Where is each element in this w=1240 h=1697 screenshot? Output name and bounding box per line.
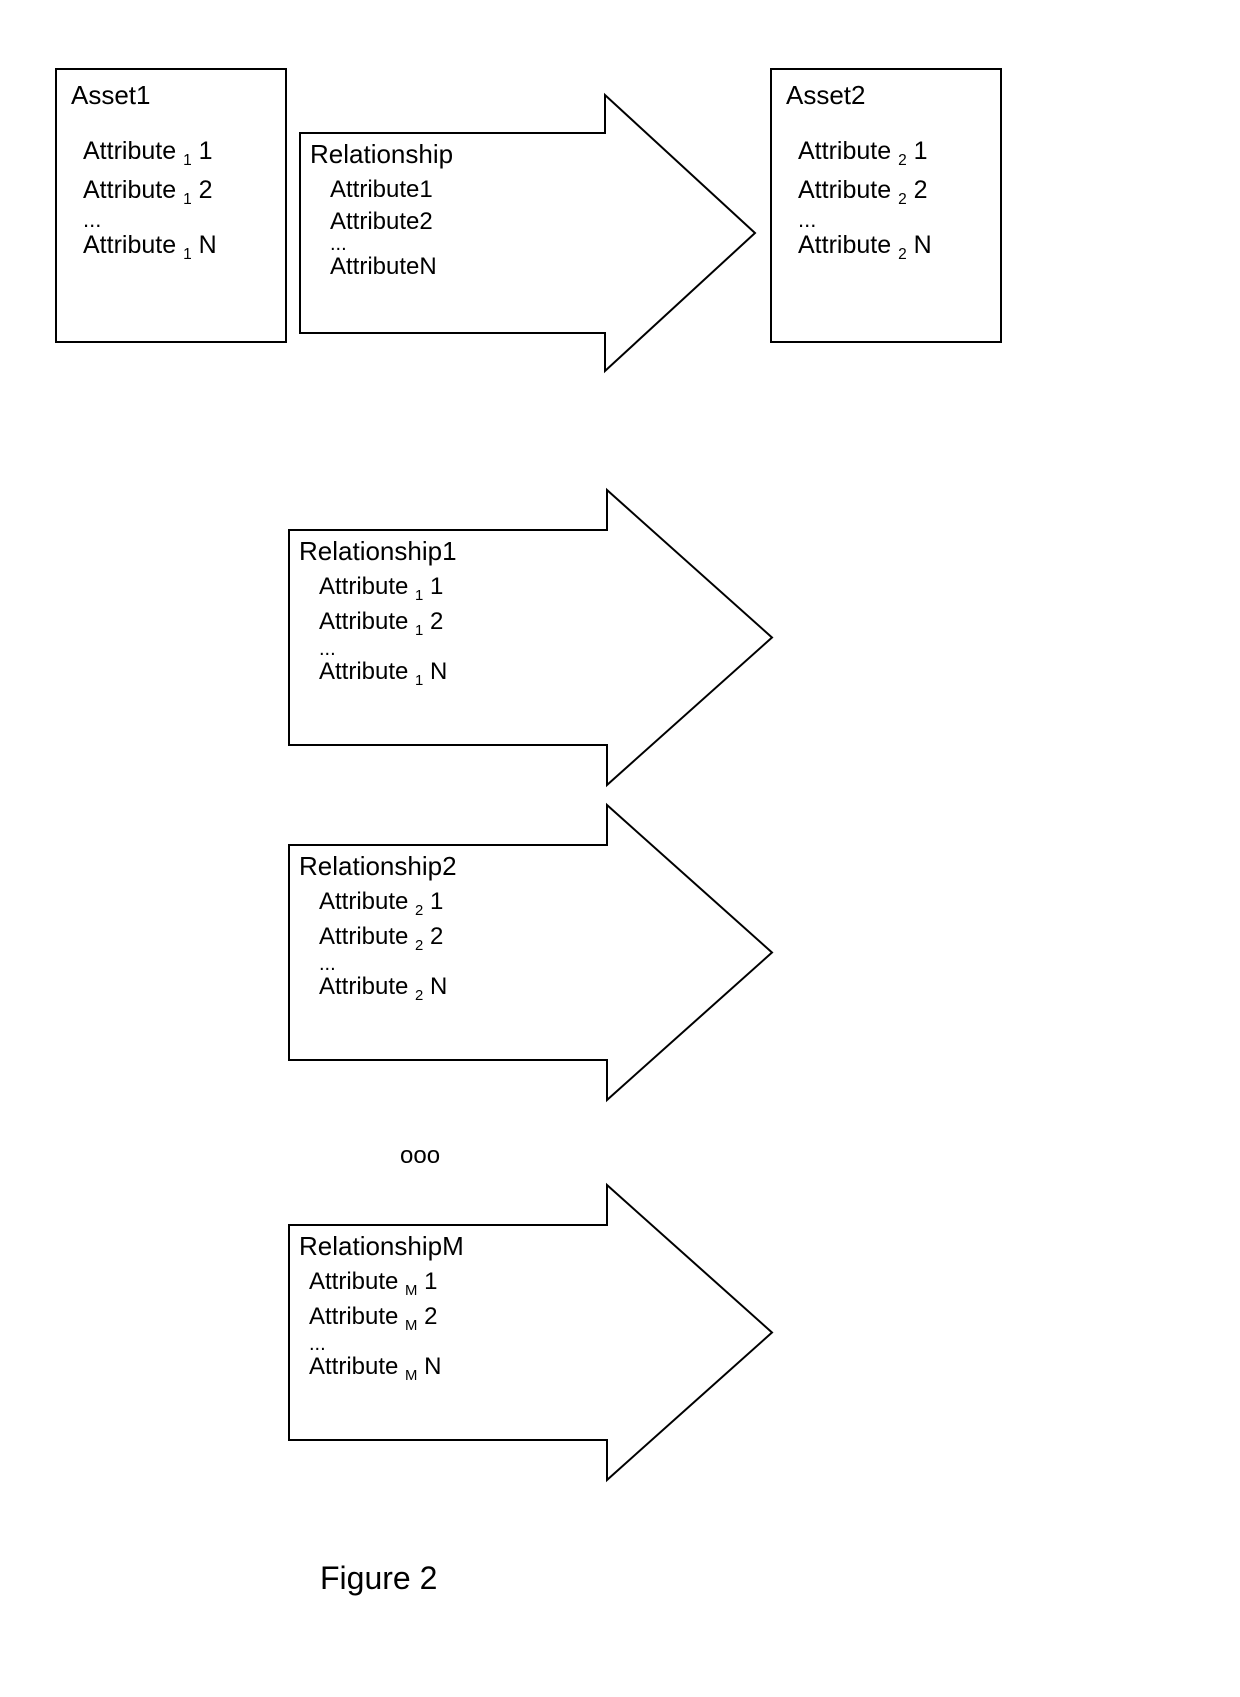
rel-top-attr2: Attribute2	[330, 206, 615, 238]
asset2-box: Asset2 Attribute 2 1 Attribute 2 2 ... A…	[770, 68, 1002, 343]
ellipsis-ooo: ooo	[400, 1142, 440, 1170]
asset2-attr1: Attribute 2 1	[798, 133, 986, 172]
relationship-top-arrow: Relationship Attribute1 Attribute2 ... A…	[300, 95, 755, 371]
rel-top-title: Relationship	[310, 139, 615, 170]
diagram-canvas: Asset1 Attribute 1 1 Attribute 1 2 ... A…	[0, 0, 1240, 1697]
rel2-attr1: Attribute 2 1	[319, 886, 617, 921]
relM-attr2: Attribute M 2	[309, 1301, 617, 1336]
rel1-title: Relationship1	[299, 536, 617, 567]
rel-top-dots: ...	[330, 237, 615, 251]
asset1-title: Asset1	[71, 80, 271, 111]
rel1-attr1: Attribute 1 1	[319, 571, 617, 606]
rel2-title: Relationship2	[299, 851, 617, 882]
rel-top-attr1: Attribute1	[330, 174, 615, 206]
asset2-attr2: Attribute 2 2	[798, 172, 986, 211]
rel-top-attrN: AttributeN	[330, 251, 615, 283]
asset1-attrN: Attribute 1 N	[83, 227, 271, 266]
rel1-attr2: Attribute 1 2	[319, 606, 617, 641]
rel1-dots: ...	[319, 642, 617, 656]
asset1-dots: ...	[83, 212, 271, 227]
relationship2-arrow: Relationship2 Attribute 2 1 Attribute 2 …	[289, 805, 772, 1100]
rel1-attrN: Attribute 1 N	[319, 656, 617, 691]
rel2-dots: ...	[319, 957, 617, 971]
figure-caption: Figure 2	[320, 1560, 437, 1597]
relationship1-arrow: Relationship1 Attribute 1 1 Attribute 1 …	[289, 490, 772, 785]
relM-attr1: Attribute M 1	[309, 1266, 617, 1301]
asset1-attr1: Attribute 1 1	[83, 133, 271, 172]
rel2-attr2: Attribute 2 2	[319, 921, 617, 956]
asset2-attrN: Attribute 2 N	[798, 227, 986, 266]
asset2-title: Asset2	[786, 80, 986, 111]
relM-attrN: Attribute M N	[309, 1351, 617, 1386]
relM-title: RelationshipM	[299, 1231, 617, 1262]
asset1-attr2: Attribute 1 2	[83, 172, 271, 211]
rel2-attrN: Attribute 2 N	[319, 971, 617, 1006]
relationshipM-arrow: RelationshipM Attribute M 1 Attribute M …	[289, 1185, 772, 1480]
asset2-dots: ...	[798, 212, 986, 227]
asset1-box: Asset1 Attribute 1 1 Attribute 1 2 ... A…	[55, 68, 287, 343]
relM-dots: ...	[309, 1337, 617, 1351]
